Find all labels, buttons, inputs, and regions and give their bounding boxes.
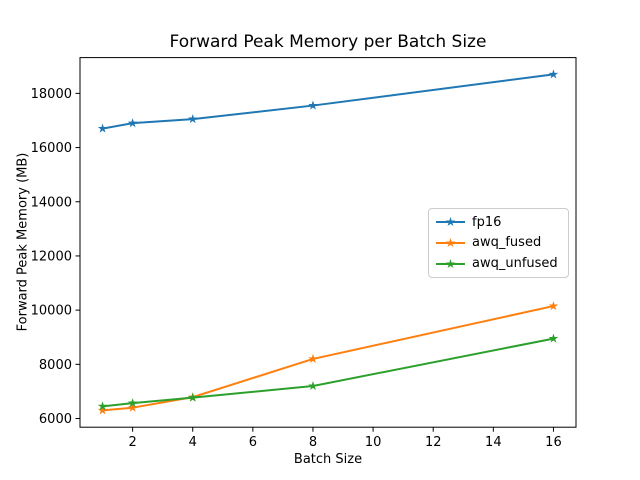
marker-awq_unfused	[97, 401, 108, 411]
legend-marker-icon	[445, 237, 456, 248]
legend-label: fp16	[472, 214, 502, 230]
legend-marker-icon	[445, 258, 456, 268]
x-tick-label: 16	[545, 435, 562, 450]
x-tick-label: 14	[485, 435, 502, 450]
marker-awq_unfused	[308, 381, 318, 391]
y-tick-label: 6000	[39, 412, 72, 427]
y-tick-label: 10000	[31, 304, 72, 319]
x-tick-label: 4	[189, 435, 197, 450]
legend-item-fp16: fp16	[435, 212, 562, 232]
line-awq_unfused	[101, 337, 555, 408]
marker-fp16	[187, 114, 198, 124]
legend-swatch-fp16	[436, 217, 465, 227]
y-tick-label: 16000	[31, 141, 72, 156]
x-tick-label: 10	[365, 435, 382, 450]
x-tick-label: 2	[128, 435, 136, 450]
x-tick-label: 8	[309, 435, 317, 450]
marker-fp16	[548, 69, 559, 79]
line-fp16	[101, 73, 555, 130]
legend-swatch-awq_fused	[436, 237, 465, 248]
legend-item-awq_fused: awq_fused	[435, 233, 562, 253]
marker-awq_fused	[127, 402, 138, 412]
marker-fp16	[308, 100, 318, 110]
x-axis-label: Batch Size	[293, 452, 363, 467]
axes-frame	[79, 57, 577, 428]
marker-awq_fused	[97, 405, 108, 415]
y-tick-label: 8000	[39, 358, 72, 373]
marker-awq_fused	[308, 353, 318, 363]
legend-marker-icon	[445, 217, 456, 227]
y-tick-label: 12000	[31, 249, 72, 264]
y-tick-label: 18000	[31, 87, 72, 102]
chart-title: Forward Peak Memory per Batch Size	[169, 32, 487, 52]
marker-awq_unfused	[548, 333, 559, 343]
x-tick-label: 12	[425, 435, 442, 450]
marker-awq_fused	[548, 301, 559, 311]
y-axis-label: Forward Peak Memory (MB)	[15, 152, 31, 332]
marker-fp16	[127, 118, 138, 128]
legend-label: awq_unfused	[472, 256, 558, 272]
legend: fp16 awq_fused awq_unfused	[428, 208, 569, 278]
legend-swatch-awq_unfused	[436, 258, 465, 268]
marker-awq_unfused	[187, 392, 198, 402]
x-tick-label: 6	[249, 435, 257, 450]
line-awq_fused	[101, 305, 555, 412]
y-tick-label: 14000	[31, 195, 72, 210]
marker-awq_unfused	[127, 398, 138, 408]
legend-item-awq_unfused: awq_unfused	[435, 254, 562, 274]
legend-label: awq_fused	[472, 235, 542, 251]
marker-fp16	[97, 123, 108, 133]
